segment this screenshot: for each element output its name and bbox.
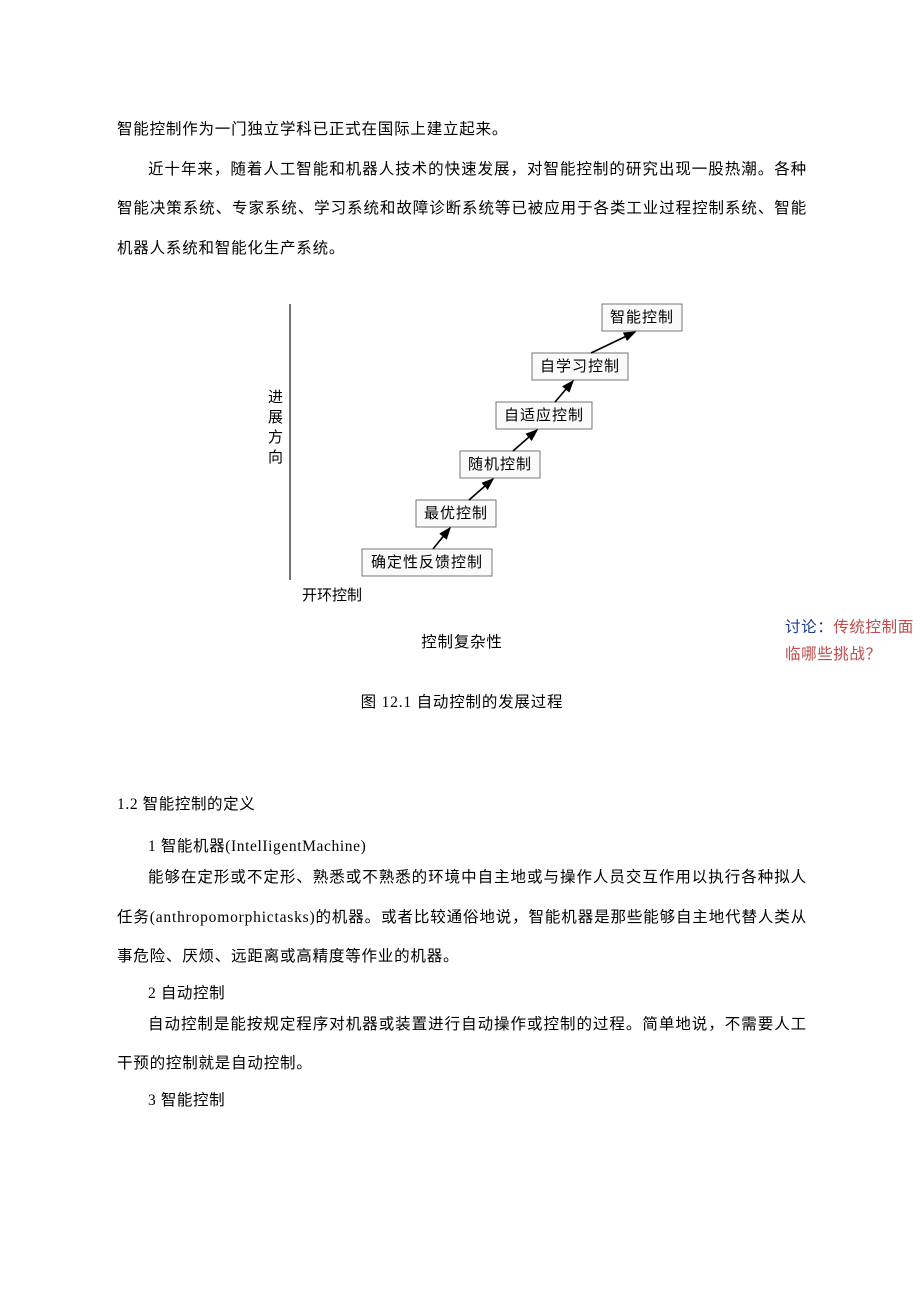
control-evolution-diagram: 进展方向确定性反馈控制 最优控制 随机控制 自适应控制 自学习控制 智能控制开环控制 <box>232 292 702 622</box>
sub1-body: 能够在定形或不定形、熟悉或不熟悉的环境中自主地或与操作人员交互作用以执行各种拟人… <box>117 858 807 977</box>
svg-text:向: 向 <box>268 449 284 466</box>
discussion-label: 讨论： <box>785 619 833 636</box>
svg-text:进: 进 <box>268 389 284 406</box>
figure-caption: 图 12.1 自动控制的发展过程 <box>117 690 807 712</box>
discussion-note: 讨论：传统控制面临哪些挑战？ <box>785 614 915 668</box>
subheading-1: 1 智能机器(IntelIigentMachine) <box>117 834 807 856</box>
svg-text:自适应控制: 自适应控制 <box>504 406 584 424</box>
svg-text:最优控制: 最优控制 <box>424 505 488 522</box>
subheading-3: 3 智能控制 <box>117 1088 807 1110</box>
diagram-svg-wrap: 进展方向确定性反馈控制 最优控制 随机控制 自适应控制 自学习控制 智能控制开环控制 <box>232 292 702 622</box>
para-intro-2: 近十年来，随着人工智能和机器人技术的快速发展，对智能控制的研究出现一股热潮。各种… <box>117 150 807 269</box>
svg-text:智能控制: 智能控制 <box>610 308 674 326</box>
svg-text:确定性反馈控制: 确定性反馈控制 <box>371 554 483 571</box>
svg-text:展: 展 <box>268 410 284 426</box>
svg-text:随机控制: 随机控制 <box>468 456 532 473</box>
svg-text:自学习控制: 自学习控制 <box>540 358 620 375</box>
x-axis-caption: 控制复杂性 <box>117 630 807 652</box>
svg-text:开环控制: 开环控制 <box>302 587 362 604</box>
sub2-body: 自动控制是能按规定程序对机器或装置进行自动操作或控制的过程。简单地说，不需要人工… <box>117 1005 807 1084</box>
subheading-2: 2 自动控制 <box>117 981 807 1003</box>
figure-block: 进展方向确定性反馈控制 最优控制 随机控制 自适应控制 自学习控制 智能控制开环控制 控制… <box>117 292 807 712</box>
svg-text:方: 方 <box>268 429 284 446</box>
para-intro-1: 智能控制作为一门独立学科已正式在国际上建立起来。 <box>117 110 807 150</box>
section-heading-1-2: 1.2 智能控制的定义 <box>117 792 807 814</box>
